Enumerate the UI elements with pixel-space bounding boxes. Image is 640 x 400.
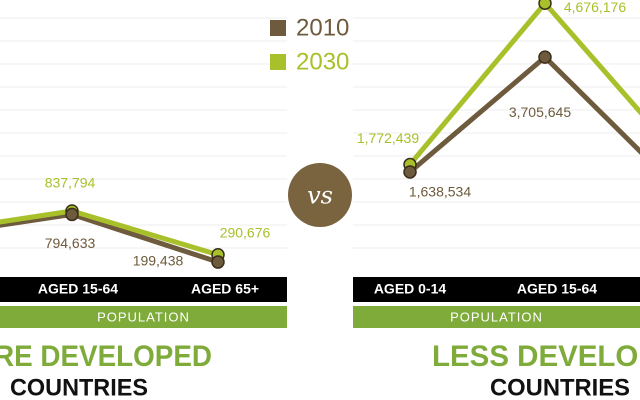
value-label: 1,638,534 [409, 184, 471, 200]
data-point [403, 165, 417, 179]
data-point [538, 50, 552, 64]
axis-bar [353, 306, 640, 328]
x-tick-label: AGED 15-64 [517, 281, 597, 297]
x-tick-label: AGED 15-64 [38, 281, 118, 297]
data-point [538, 0, 552, 10]
value-label: 290,676 [220, 224, 271, 240]
value-label: 3,705,645 [509, 104, 571, 120]
value-label: 837,794 [45, 175, 96, 191]
vs-label: vs [307, 182, 333, 210]
chart-title: RE DEVELOPED [0, 340, 212, 373]
value-label: 199,438 [133, 253, 184, 269]
chart-subtitle: COUNTRIES [490, 374, 630, 400]
legend-swatch [270, 20, 286, 36]
legend-label: 2010 [296, 14, 349, 41]
x-axis-label: POPULATION [97, 309, 190, 324]
vs-badge [288, 163, 352, 227]
value-label: 4,676,176 [564, 0, 626, 15]
category-bar [0, 277, 287, 302]
chart-subtitle: COUNTRIES [10, 374, 148, 400]
chart-title: LESS DEVELOP [432, 340, 640, 373]
value-label: 1,772,439 [357, 130, 419, 146]
category-bar [353, 277, 640, 302]
value-label: 794,633 [45, 235, 96, 251]
data-point [65, 207, 79, 222]
legend-label: 2030 [296, 48, 349, 75]
x-tick-label: AGED 0-14 [374, 281, 447, 297]
x-tick-label: AGED 65+ [191, 281, 259, 297]
data-point [211, 255, 225, 269]
axis-bar [0, 306, 287, 328]
x-axis-label: POPULATION [450, 309, 543, 324]
legend-swatch [270, 54, 286, 70]
